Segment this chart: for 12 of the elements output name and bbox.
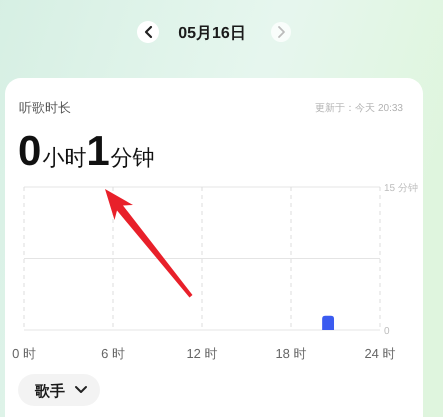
chart-title: 听歌时长 (19, 100, 71, 115)
x-tick-label: 0 时 (12, 346, 36, 361)
y-tick-label: 15 分钟 (384, 182, 418, 194)
x-tick-label: 18 时 (275, 346, 307, 361)
text: 歌手 (34, 383, 65, 400)
x-tick-label: 24 时 (364, 346, 396, 361)
chart-subtitle: 0小时1分钟 (18, 127, 155, 174)
text: 更新于：今天 20:33 (315, 102, 404, 114)
x-tick-label: 6 时 (101, 346, 125, 361)
text: 05月16日 (178, 25, 246, 42)
y-tick-label: 0 (384, 326, 390, 337)
x-tick-label: 12 时 (186, 346, 218, 361)
